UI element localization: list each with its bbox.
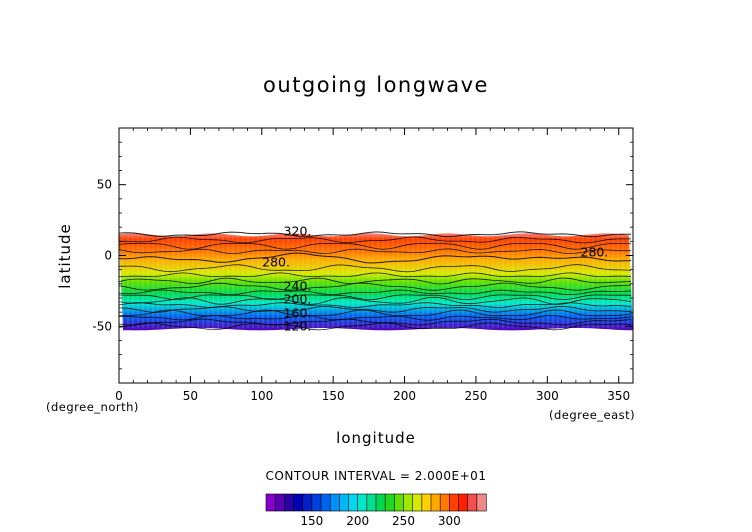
colorbar-swatch bbox=[357, 493, 368, 512]
contour-line bbox=[119, 315, 632, 321]
x-tick-label: 0 bbox=[115, 389, 123, 403]
x-tick-label: 100 bbox=[250, 389, 273, 403]
contour-line bbox=[119, 252, 632, 264]
field-fill bbox=[119, 233, 633, 331]
contour-line bbox=[119, 272, 632, 278]
colorbar-swatch bbox=[467, 493, 478, 512]
contour-label: 240. bbox=[284, 279, 312, 294]
contour-line bbox=[119, 302, 632, 308]
colorbar-swatch bbox=[302, 493, 313, 512]
contour-label: 200. bbox=[284, 291, 312, 306]
x-tick-label: 300 bbox=[536, 389, 559, 403]
contour-label: 320. bbox=[284, 223, 312, 238]
contour-interval-note: CONTOUR INTERVAL = 2.000E+01 bbox=[266, 469, 487, 483]
colorbar-swatch bbox=[421, 493, 432, 512]
colorbar-swatch bbox=[449, 493, 460, 512]
colorbar-tick-label: 200 bbox=[346, 514, 369, 528]
contour-line bbox=[119, 264, 632, 273]
contour-line bbox=[119, 277, 632, 285]
colorbar-swatch bbox=[293, 493, 304, 512]
colorbar-tick-label: 300 bbox=[438, 514, 461, 528]
colorbar-swatch bbox=[476, 493, 487, 512]
contour-line bbox=[119, 296, 632, 305]
colorbar-tick-label: 250 bbox=[392, 514, 415, 528]
x-tick-label: 150 bbox=[322, 389, 345, 403]
contour-line bbox=[119, 236, 632, 244]
x-axis-label: longitude bbox=[336, 429, 416, 447]
y-tick-label: -50 bbox=[92, 319, 112, 333]
colorbar-tick-label: 150 bbox=[300, 514, 323, 528]
colorbar-swatch bbox=[311, 493, 322, 512]
colorbar-swatch bbox=[394, 493, 405, 512]
contour-line bbox=[119, 322, 632, 331]
chart-title: outgoing longwave bbox=[263, 73, 489, 97]
contour-line bbox=[119, 231, 632, 238]
colorbar-ticks: 150 200 250 300 bbox=[300, 514, 460, 528]
contour-line bbox=[119, 282, 632, 291]
plot-area: 0 50 100 150 200 250 300 350 -50 0 50 320. 280. 280… bbox=[92, 127, 634, 403]
x-tick-label: 350 bbox=[607, 389, 630, 403]
contour-label: 120. bbox=[284, 318, 312, 333]
x-tick-label: 200 bbox=[393, 389, 416, 403]
colorbar-swatch bbox=[348, 493, 359, 512]
colorbar-swatch bbox=[265, 493, 276, 512]
contour-label: 280. bbox=[262, 255, 290, 270]
colorbar-swatch bbox=[375, 493, 386, 512]
y-axis-unit: (degree_north) bbox=[46, 400, 139, 414]
colorbar-swatch bbox=[329, 493, 340, 512]
colorbar-swatch bbox=[284, 493, 295, 512]
colorbar-swatch bbox=[412, 493, 423, 512]
x-tick-label: 50 bbox=[183, 389, 198, 403]
colorbar-swatch bbox=[320, 493, 331, 512]
colorbar-swatch bbox=[384, 493, 395, 512]
contour-line bbox=[119, 243, 631, 250]
colorbar-swatch bbox=[403, 493, 414, 512]
contour-line bbox=[119, 309, 632, 317]
colorbar-swatch bbox=[430, 493, 441, 512]
colorbar bbox=[265, 493, 487, 512]
contour-line bbox=[119, 289, 632, 296]
x-tick-label: 250 bbox=[464, 389, 487, 403]
y-tick-label: 0 bbox=[104, 249, 112, 263]
colorbar-swatch bbox=[339, 493, 350, 512]
x-axis-unit: (degree_east) bbox=[549, 408, 635, 422]
contour-line bbox=[119, 305, 631, 313]
contour-line bbox=[119, 318, 632, 326]
contour-line bbox=[119, 294, 632, 301]
contour-label: 160. bbox=[284, 306, 312, 321]
colorbar-swatch bbox=[274, 493, 285, 512]
contour-label: 280. bbox=[581, 245, 609, 260]
colorbar-swatch bbox=[458, 493, 469, 512]
y-tick-label: 50 bbox=[97, 178, 112, 192]
colorbar-swatch bbox=[366, 493, 377, 512]
contour-line bbox=[119, 248, 631, 255]
y-axis-label: latitude bbox=[56, 223, 74, 289]
colorbar-swatch bbox=[439, 493, 450, 512]
